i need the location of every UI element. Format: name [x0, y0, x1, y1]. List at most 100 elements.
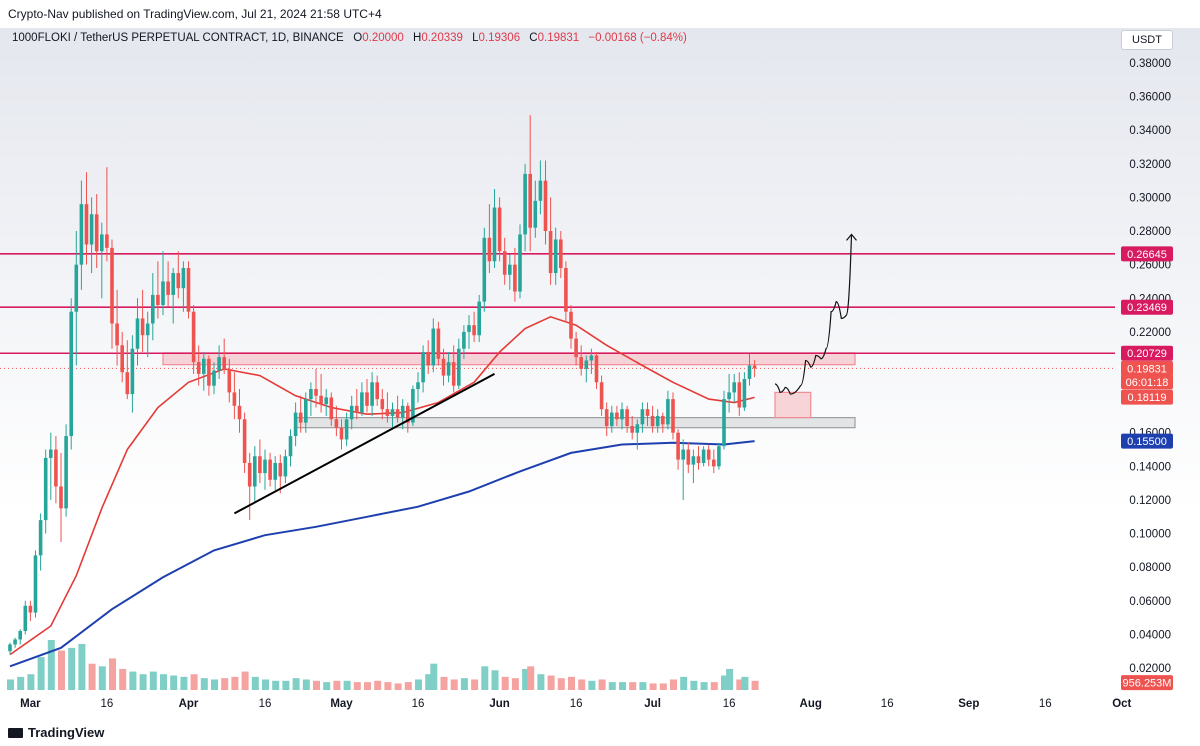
candle-body — [355, 405, 359, 413]
volume-bar — [404, 682, 412, 690]
candle-body — [431, 328, 436, 366]
candle-body — [574, 338, 578, 358]
candle-body — [406, 405, 410, 423]
volume-bar — [491, 670, 499, 690]
open-label: O — [353, 32, 363, 44]
volume-bar — [211, 679, 218, 690]
candle-body — [650, 415, 655, 426]
price-badge — [1121, 389, 1173, 405]
candle-body — [227, 368, 232, 393]
x-tick-label: 16 — [412, 698, 425, 710]
volume-bar — [384, 682, 392, 690]
candle-body — [645, 409, 650, 416]
volume-bar — [241, 671, 249, 690]
candle-body — [671, 399, 675, 433]
candle-body — [100, 234, 104, 252]
low-label: L — [472, 32, 479, 44]
candle-body — [553, 239, 558, 274]
candle-body — [446, 362, 451, 376]
volume-bar — [751, 680, 759, 690]
volume-bar — [741, 676, 749, 690]
y-tick-label: 0.38000 — [1129, 58, 1171, 70]
y-tick-label: 0.02000 — [1129, 663, 1171, 675]
volume-bar — [149, 671, 157, 690]
volume-bar — [58, 650, 65, 690]
volume-bar — [180, 676, 188, 690]
currency-button[interactable]: USDT — [1121, 30, 1173, 50]
volume-bar — [78, 643, 86, 690]
volume-bar — [262, 679, 269, 690]
volume-bar — [119, 668, 127, 690]
candle-body — [492, 207, 497, 262]
candle-body — [304, 399, 308, 423]
candle-body — [691, 456, 696, 465]
candle-body — [390, 409, 395, 416]
volume-bar — [333, 680, 341, 690]
volume-bar — [170, 675, 178, 690]
x-tick-label: Apr — [179, 698, 199, 710]
volume-bar — [639, 682, 647, 690]
change-value: −0.00168 (−0.84%) — [588, 32, 687, 44]
candle-body — [426, 352, 430, 366]
candle-body — [375, 382, 379, 400]
close-value: 0.19831 — [537, 32, 580, 44]
volume-bar — [292, 678, 300, 690]
candle-body — [661, 415, 665, 425]
candle-body — [615, 412, 619, 420]
volume-bar — [374, 680, 382, 690]
price-badge — [1121, 246, 1173, 262]
volume-bar — [608, 682, 616, 690]
candle-body — [569, 311, 573, 339]
candle-body — [360, 392, 364, 413]
candle-body — [145, 323, 150, 336]
symbol-title: 1000FLOKI / TetherUS PERPETUAL CONTRACT,… — [12, 32, 344, 44]
price-axis[interactable]: 0.38000 0.36000 0.34000 0.32000 0.30000 0.280… — [1121, 58, 1173, 691]
volume-bar — [629, 682, 637, 690]
volume-bar — [598, 679, 606, 690]
volume-bar — [109, 658, 116, 690]
y-tick-label: 0.26000 — [1129, 260, 1171, 272]
zone-layer — [162, 352, 856, 429]
candle-body — [314, 389, 318, 396]
candle-body — [64, 436, 68, 509]
volume-bar — [323, 682, 331, 690]
candle-body — [237, 405, 242, 420]
candle-body — [69, 311, 73, 437]
candle-body — [472, 325, 476, 336]
candle-body — [584, 360, 589, 369]
candle-body — [717, 446, 721, 467]
candle-body — [135, 318, 140, 349]
ma-blue-line — [9, 440, 755, 668]
candle-body — [497, 207, 502, 252]
candle-body — [538, 180, 543, 201]
volume-bar — [450, 679, 458, 690]
volume-bar — [7, 679, 14, 690]
volume-bar — [139, 674, 147, 690]
candle-body — [115, 323, 119, 346]
volume-bar — [430, 663, 438, 690]
volume-bar — [619, 682, 626, 690]
volume-bar — [200, 678, 208, 690]
zone-box — [295, 416, 856, 429]
volume-bar — [460, 678, 468, 690]
y-tick-label: 0.32000 — [1129, 159, 1171, 171]
x-tick-label: Sep — [958, 698, 979, 710]
y-tick-label: 0.06000 — [1129, 596, 1171, 608]
candle-body — [258, 456, 262, 474]
volume-bar — [190, 674, 198, 690]
candle-body — [564, 268, 568, 312]
volume-bar — [649, 683, 657, 690]
candle-body — [161, 281, 165, 305]
tradingview-brand[interactable]: TradingView — [8, 725, 104, 740]
candle-body — [712, 459, 716, 467]
candle-body — [268, 459, 272, 480]
x-tick-label: Mar — [20, 698, 41, 710]
candle-body — [130, 348, 135, 395]
volume-bar — [710, 682, 718, 690]
candle-body — [477, 301, 481, 336]
volume-bar — [364, 682, 371, 690]
high-label: H — [413, 32, 422, 44]
candle-body — [176, 273, 181, 289]
time-axis[interactable]: Mar 16 Apr 16 May 16 Jun 16 Jul 16 Aug 16 Sep 16 Oct — [20, 698, 1131, 710]
